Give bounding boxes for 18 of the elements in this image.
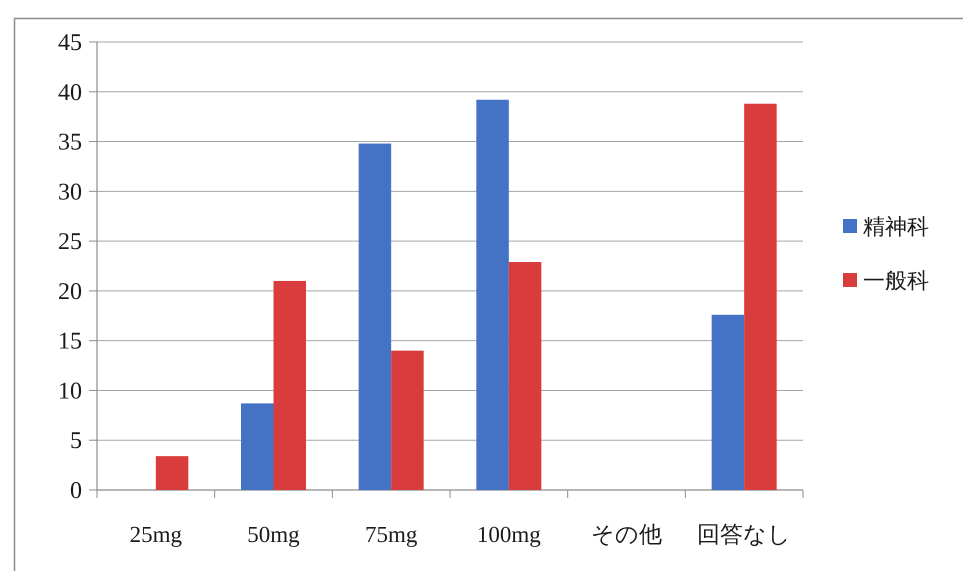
x-tick-label: 50mg — [247, 522, 300, 547]
x-tick-label: 25mg — [130, 522, 183, 547]
y-tick-label: 35 — [58, 130, 82, 156]
y-tick-label: 15 — [58, 328, 82, 355]
y-tick-label: 10 — [58, 378, 82, 404]
x-tick-label: その他 — [591, 522, 662, 547]
x-tick-label: 回答なし — [697, 522, 792, 547]
x-tick-label: 100mg — [476, 522, 542, 547]
y-tick-label: 45 — [58, 30, 82, 56]
y-tick-label: 0 — [70, 478, 82, 504]
legend-label: 精神科 — [863, 215, 929, 240]
x-tick-label: 75mg — [364, 522, 418, 547]
y-tick-label: 40 — [58, 80, 82, 106]
y-tick-label: 25 — [58, 229, 82, 256]
y-tick-label: 5 — [70, 428, 82, 454]
y-tick-label: 30 — [58, 179, 82, 206]
y-tick-label: 20 — [58, 278, 82, 305]
legend-label: 一般科 — [863, 269, 929, 294]
